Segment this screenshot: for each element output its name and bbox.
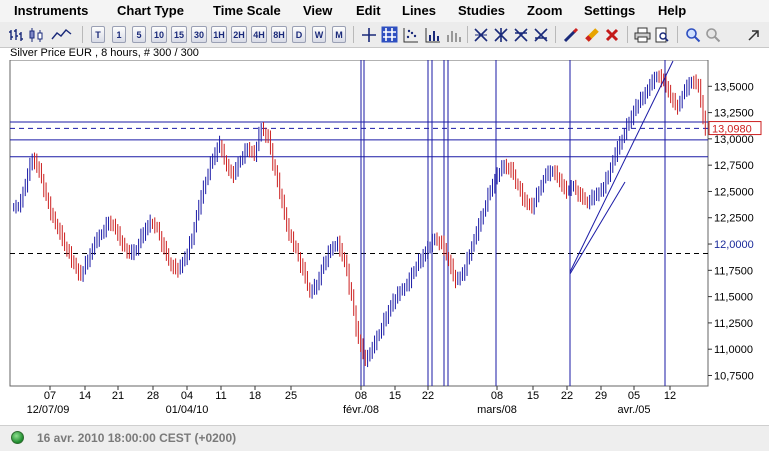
x-period-label: avr./05 — [617, 404, 650, 416]
y-tick-label: 11,0000 — [714, 344, 753, 356]
x-tick-label: 12 — [664, 390, 676, 402]
timescale-button-30[interactable]: 30 — [191, 26, 207, 43]
volume-icon[interactable] — [444, 25, 462, 44]
detach-arrow-icon[interactable] — [745, 25, 763, 44]
chart-canvas[interactable]: 13,5000 13,2500 13,0000 12,7500 12,5000 12,25… — [0, 59, 769, 420]
zoom-out-icon[interactable] — [704, 25, 722, 44]
y-tick-label: 13,5000 — [714, 81, 754, 93]
toolbar-separator — [82, 26, 83, 43]
timescale-button-1h[interactable]: 1H — [211, 26, 227, 43]
bar-chart-icon[interactable] — [7, 25, 25, 44]
grid-icon[interactable] — [380, 25, 398, 44]
y-tick-label: 12,5000 — [714, 186, 754, 198]
x-tick-label: 07 — [44, 390, 56, 402]
x-tick-label: 11 — [215, 390, 226, 402]
y-tick-label: 12,7500 — [714, 160, 754, 172]
menu-instruments[interactable]: Instruments — [14, 3, 89, 18]
timescale-button-15[interactable]: 15 — [171, 26, 187, 43]
draw-pencil-icon[interactable] — [562, 25, 580, 44]
timescale-button-2h[interactable]: 2H — [231, 26, 247, 43]
x-tick-label: 25 — [285, 390, 297, 402]
histogram-icon[interactable] — [424, 25, 442, 44]
timescale-button-5[interactable]: 5 — [132, 26, 146, 43]
status-timestamp: 16 avr. 2010 18:00:00 CEST (+0200) — [37, 431, 237, 445]
x-tick-label: 22 — [561, 390, 573, 402]
menu-chart-type[interactable]: Chart Type — [117, 3, 184, 18]
y-tick-label: 13,2500 — [714, 108, 754, 120]
toolbar-separator — [467, 26, 468, 43]
timescale-button-1[interactable]: 1 — [112, 26, 126, 43]
x-tick-label: 15 — [527, 390, 539, 402]
toolbar-separator — [627, 26, 628, 43]
fan-lines-icon[interactable] — [492, 25, 510, 44]
y-tick-label: 12,0000 — [714, 239, 754, 251]
candlestick-icon[interactable] — [27, 25, 45, 44]
x-tick-label: 21 — [112, 390, 124, 402]
chart-title: Silver Price EUR , 8 hours, # 300 / 300 — [10, 47, 199, 59]
x-period-label: 01/04/10 — [166, 404, 209, 416]
toolbar-separator — [353, 26, 354, 43]
x-tick-label: 05 — [628, 390, 640, 402]
menu-time-scale[interactable]: Time Scale — [213, 3, 281, 18]
x-tick-label: 08 — [491, 390, 503, 402]
y-tick-label: 11,7500 — [714, 265, 753, 277]
x-tick-label: 18 — [249, 390, 261, 402]
channel-icon[interactable] — [512, 25, 530, 44]
x-period-label: 12/07/09 — [27, 404, 70, 416]
x-tick-label: 04 — [181, 390, 193, 402]
x-period-label: févr./08 — [343, 404, 379, 416]
price-chart[interactable]: 13,5000 13,2500 13,0000 12,7500 12,5000 12,25… — [0, 59, 769, 420]
y-tick-label: 10,7500 — [714, 370, 754, 382]
eraser-icon[interactable] — [583, 25, 601, 44]
plot-area — [9, 59, 709, 387]
x-tick-label: 28 — [147, 390, 159, 402]
fibonacci-icon[interactable] — [532, 25, 550, 44]
current-price-label: 13,0980 — [712, 124, 752, 136]
timescale-button-d[interactable]: D — [292, 26, 306, 43]
trend-line[interactable] — [569, 181, 626, 275]
timescale-button-m[interactable]: M — [332, 26, 346, 43]
menu-view[interactable]: View — [303, 3, 333, 18]
x-tick-label: 14 — [79, 390, 91, 402]
y-tick-label: 11,5000 — [714, 292, 753, 304]
timescale-button-w[interactable]: W — [312, 26, 326, 43]
trend-line-icon[interactable] — [472, 25, 490, 44]
timescale-button-10[interactable]: 10 — [151, 26, 167, 43]
x-tick-label: 08 — [355, 390, 367, 402]
delete-icon[interactable] — [603, 25, 621, 44]
connection-status-icon — [11, 431, 24, 444]
toolbar-separator — [677, 26, 678, 43]
menu-studies[interactable]: Studies — [458, 3, 505, 18]
x-tick-label: 29 — [595, 390, 607, 402]
timescale-button-4h[interactable]: 4H — [251, 26, 267, 43]
x-period-label: mars/08 — [477, 404, 517, 416]
current-price-box — [708, 121, 762, 136]
timescale-button-t[interactable]: T — [91, 26, 105, 43]
y-tick-label: 12,2500 — [714, 213, 754, 225]
line-chart-icon[interactable] — [48, 25, 76, 44]
menu-zoom[interactable]: Zoom — [527, 3, 563, 18]
y-tick-label: 11,2500 — [714, 318, 753, 330]
toolbar: T 1 5 10 15 30 1H 2H 4H 8H D W M — [0, 22, 769, 48]
zoom-in-icon[interactable] — [684, 25, 702, 44]
menu-bar: Instruments Chart Type Time Scale View E… — [0, 0, 769, 22]
status-bar: 16 avr. 2010 18:00:00 CEST (+0200) — [0, 425, 769, 451]
menu-lines[interactable]: Lines — [402, 3, 436, 18]
toolbar-separator — [555, 26, 556, 43]
x-tick-label: 22 — [422, 390, 434, 402]
crosshair-icon[interactable] — [360, 25, 378, 44]
x-tick-label: 15 — [389, 390, 401, 402]
print-icon[interactable] — [633, 25, 651, 44]
print-preview-icon[interactable] — [653, 25, 671, 44]
trend-line[interactable] — [569, 60, 674, 273]
menu-edit[interactable]: Edit — [356, 3, 381, 18]
scatter-icon[interactable] — [402, 25, 420, 44]
timescale-button-8h[interactable]: 8H — [271, 26, 287, 43]
menu-help[interactable]: Help — [658, 3, 687, 18]
y-tick-label: 13,0000 — [714, 134, 754, 146]
menu-settings[interactable]: Settings — [584, 3, 636, 18]
